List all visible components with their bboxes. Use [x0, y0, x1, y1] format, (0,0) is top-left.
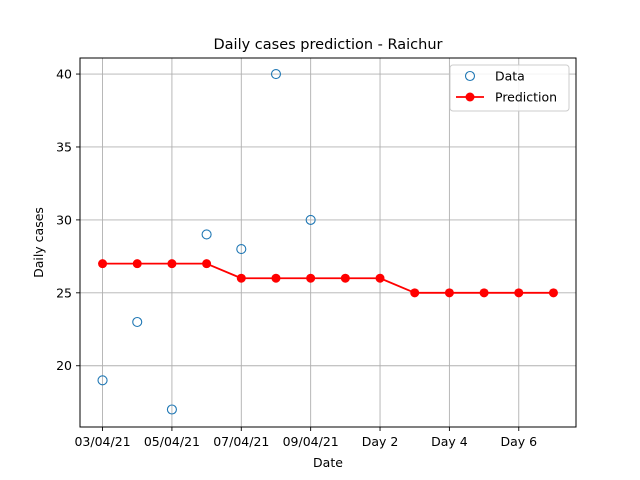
prediction-point: [410, 288, 420, 298]
x-axis-ticks: 03/04/21 05/04/21 07/04/21 09/04/21 Day 2 Day…: [74, 427, 537, 449]
prediction-point: [514, 288, 524, 298]
y-tick-label: 20: [56, 358, 72, 373]
x-tick-label: 07/04/21: [213, 434, 269, 449]
y-tick-label: 35: [56, 139, 72, 154]
y-tick-label: 40: [56, 67, 72, 82]
data-point: [166, 404, 177, 415]
data-point: [97, 375, 108, 386]
legend-prediction-marker-icon: [465, 92, 475, 102]
y-axis-ticks: 20 25 30 35 40: [56, 67, 80, 373]
y-axis-label: Daily cases: [31, 207, 46, 278]
x-axis-label: Date: [313, 455, 343, 470]
plot-series: [97, 68, 558, 415]
prediction-point: [202, 259, 212, 269]
prediction-point: [132, 259, 142, 269]
x-tick-label: Day 4: [431, 434, 468, 449]
prediction-point: [236, 273, 246, 283]
data-point: [236, 244, 247, 255]
prediction-line: [102, 262, 554, 294]
prediction-point: [167, 259, 177, 269]
prediction-point: [375, 273, 385, 283]
legend-data-label: Data: [495, 69, 525, 84]
prediction-point: [98, 259, 108, 269]
legend-prediction-label: Prediction: [495, 90, 557, 105]
x-tick-label: Day 6: [500, 434, 537, 449]
prediction-point: [340, 273, 350, 283]
y-tick-label: 30: [56, 212, 72, 227]
y-tick-label: 25: [56, 285, 72, 300]
legend-box: [449, 64, 570, 112]
data-point: [270, 68, 282, 80]
grid: [80, 58, 576, 427]
data-point: [132, 316, 143, 328]
x-tick-label: 09/04/21: [283, 434, 339, 449]
prediction-point: [548, 288, 558, 298]
data-point: [201, 229, 212, 240]
legend: Data Prediction: [449, 64, 570, 112]
legend-data-marker-icon: [464, 70, 476, 82]
data-point: [305, 214, 316, 225]
x-tick-label: 03/04/21: [74, 434, 130, 449]
plot-frame: [79, 57, 577, 428]
prediction-point: [479, 288, 489, 298]
x-tick-label: 05/04/21: [144, 434, 200, 449]
prediction-point: [444, 288, 454, 298]
prediction-point: [271, 273, 281, 283]
chart-title: Daily cases prediction - Raichur: [214, 37, 443, 53]
x-tick-label: Day 2: [362, 434, 399, 449]
prediction-point: [306, 273, 316, 283]
